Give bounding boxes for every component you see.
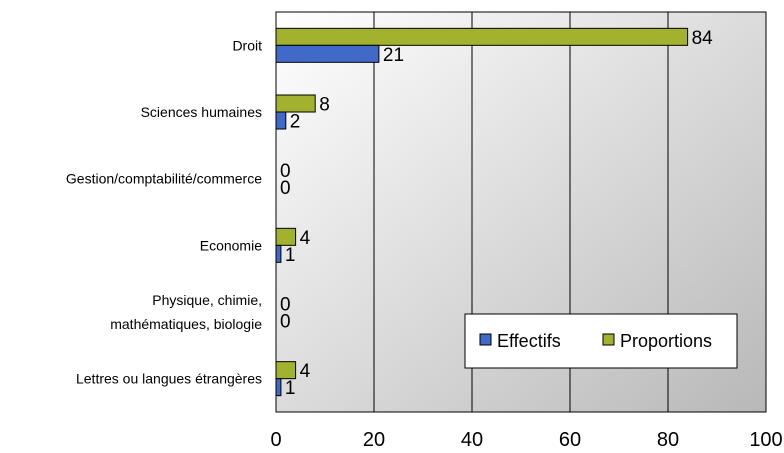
- bar-effectifs: [275, 378, 282, 397]
- category-label: Sciences humaines: [141, 104, 262, 120]
- data-label: 0: [280, 178, 291, 199]
- category-label: Economie: [200, 237, 262, 253]
- x-tick-label: 80: [657, 429, 679, 451]
- category-label: Droit: [232, 37, 262, 53]
- data-label: 0: [280, 295, 291, 316]
- data-label: 1: [285, 378, 296, 399]
- legend-label-effectifs: Effectifs: [497, 331, 561, 351]
- legend-box: [464, 313, 738, 369]
- bar-effectifs: [275, 111, 287, 130]
- data-label: 8: [319, 95, 330, 116]
- x-tick-label: 0: [270, 429, 281, 451]
- category-labels: Droit Sciences humaines Gestion/comptabili…: [66, 37, 262, 386]
- data-label: 1: [285, 245, 296, 266]
- bar-proportions: [275, 94, 316, 113]
- bar-effectifs: [275, 44, 380, 63]
- category-label: Physique, chimie, mathématiques, biologie: [110, 292, 262, 332]
- x-axis-ticks: 0 20 40 60 80 100: [270, 429, 782, 451]
- legend: Effectifs Proportions: [464, 313, 738, 369]
- x-tick-label: 40: [461, 429, 483, 451]
- bar-proportions: [275, 227, 297, 246]
- data-label: 0: [280, 161, 291, 182]
- category-label: Lettres ou langues étrangères: [76, 371, 262, 387]
- data-label: 0: [280, 312, 291, 333]
- legend-swatch-proportions: [602, 333, 615, 346]
- x-tick-label: 20: [363, 429, 385, 451]
- legend-label-proportions: Proportions: [620, 331, 712, 351]
- data-label: 4: [300, 361, 311, 382]
- bar-effectifs: [275, 244, 282, 263]
- bars: [275, 27, 689, 397]
- data-label: 4: [300, 228, 311, 249]
- bar-proportions: [275, 27, 689, 46]
- data-label: 2: [290, 112, 301, 133]
- x-tick-label: 60: [559, 429, 581, 451]
- legend-swatch-effectifs: [479, 333, 492, 346]
- x-tick-label: 100: [749, 429, 782, 451]
- bar-proportions: [275, 361, 297, 380]
- data-label: 84: [692, 28, 714, 49]
- category-label: Gestion/comptabilité/commerce: [66, 171, 262, 187]
- data-label: 21: [383, 45, 404, 66]
